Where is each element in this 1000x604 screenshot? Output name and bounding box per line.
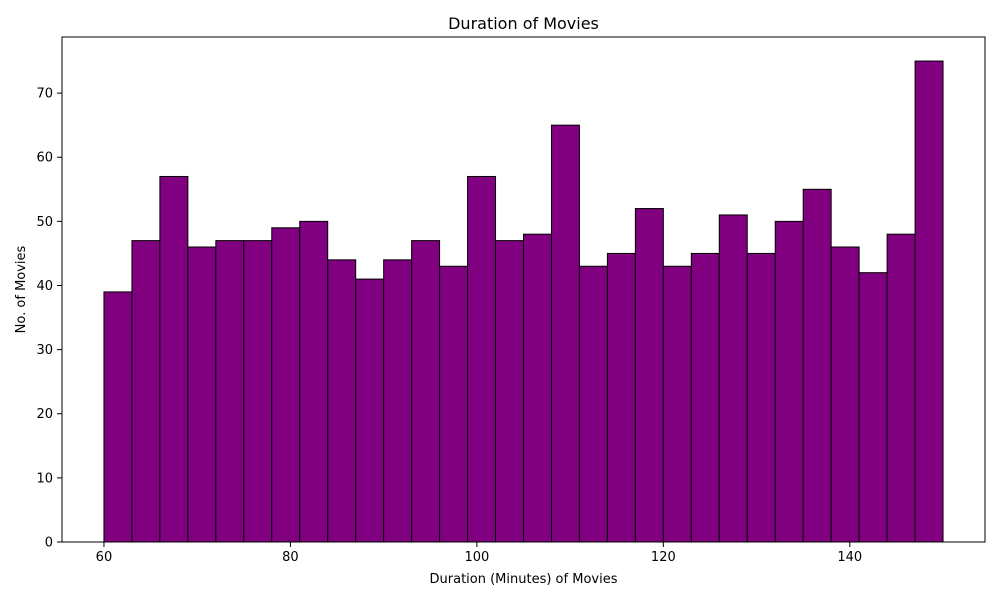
y-axis-label: No. of Movies <box>14 245 29 333</box>
histogram-bar <box>774 220 804 543</box>
chart-title: Duration of Movies <box>448 14 599 33</box>
histogram-bar <box>215 240 245 543</box>
histogram-bar <box>858 272 888 543</box>
histogram-bar <box>355 278 385 543</box>
x-tick-label: 100 <box>464 550 489 565</box>
x-tick-label: 60 <box>96 550 113 565</box>
histogram-bar <box>495 240 524 543</box>
histogram-bar <box>690 252 720 543</box>
histogram-bar <box>662 265 692 543</box>
histogram-bar <box>634 208 664 543</box>
histogram-bar <box>299 220 329 543</box>
x-axis: 60 80 100 120 140 <box>96 542 862 565</box>
x-axis-label: Duration (Minutes) of Movies <box>430 572 618 587</box>
histogram-bar <box>886 233 916 543</box>
y-tick-label: 10 <box>36 471 53 486</box>
histogram-bar <box>383 259 413 543</box>
histogram-bar <box>131 240 161 543</box>
histogram-bar <box>523 233 552 543</box>
histogram-bar <box>327 259 357 543</box>
y-tick-label: 40 <box>36 279 53 294</box>
y-axis: 0 10 20 30 40 50 60 70 <box>36 87 62 551</box>
histogram-bar <box>606 252 636 543</box>
histogram-bar <box>243 240 273 543</box>
y-tick-label: 20 <box>36 407 53 422</box>
histogram-bar <box>159 175 189 543</box>
histogram-bar <box>271 227 301 543</box>
histogram-bar <box>802 188 832 543</box>
histogram-bar <box>411 240 441 543</box>
histogram-bar <box>746 252 776 543</box>
y-tick-label: 30 <box>36 343 53 358</box>
plot-frame <box>61 36 986 543</box>
y-tick-label: 60 <box>36 151 53 166</box>
y-tick-label: 50 <box>36 215 53 230</box>
bars-layer <box>103 60 944 543</box>
histogram-bar <box>718 214 748 543</box>
histogram-bar <box>914 60 944 543</box>
histogram-bar <box>578 265 608 543</box>
histogram-bar <box>187 246 217 543</box>
histogram-bar <box>830 246 860 543</box>
x-tick-label: 140 <box>837 550 862 565</box>
x-tick-label: 120 <box>651 550 676 565</box>
histogram-bar <box>103 291 133 543</box>
histogram-bar <box>550 124 580 543</box>
y-tick-label: 0 <box>45 536 53 551</box>
y-tick-label: 70 <box>36 87 53 102</box>
x-tick-label: 80 <box>282 550 299 565</box>
histogram-bar <box>439 265 469 543</box>
histogram-bar <box>467 175 497 543</box>
